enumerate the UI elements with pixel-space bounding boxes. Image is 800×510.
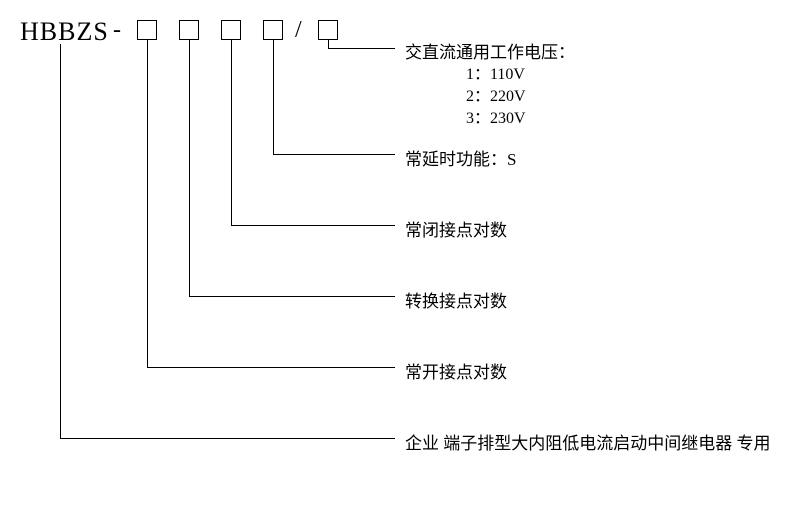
label-delay: 常延时功能：S [405,145,516,170]
diagram-stage: HBBZS - / 交直流通用工作电压： 1：110V 2：220V 3：230… [0,0,800,510]
hline-voltage [328,48,395,49]
label-nc-contacts: 常闭接点对数 [405,216,507,241]
model-code: HBBZS [20,17,109,47]
dash-sep: - [113,17,121,44]
vline-box2 [189,40,190,296]
hline-delay [273,154,395,155]
label-enterprise: 企业 端子排型大内阻低电流启动中间继电器 专用 [405,429,771,454]
label-voltage-3: 3：230V [466,104,526,128]
vline-box1 [147,40,148,367]
label-no-contacts: 常开接点对数 [405,358,507,383]
placeholder-box-2 [179,20,199,40]
label-voltage-2: 2：220V [466,82,526,106]
placeholder-box-3 [221,20,241,40]
hline-no [147,367,395,368]
hline-enterprise [60,438,395,439]
vline-box3 [231,40,232,225]
label-change-contacts: 转换接点对数 [405,287,507,312]
vline-model [60,44,61,438]
vline-box4 [273,40,274,154]
hline-change [189,296,395,297]
slash-sep: / [295,17,302,44]
hline-nc [231,225,395,226]
placeholder-box-1 [137,20,157,40]
placeholder-box-5 [318,20,338,40]
label-voltage-1: 1：110V [466,60,525,84]
vline-box5 [328,40,329,48]
placeholder-box-4 [263,20,283,40]
